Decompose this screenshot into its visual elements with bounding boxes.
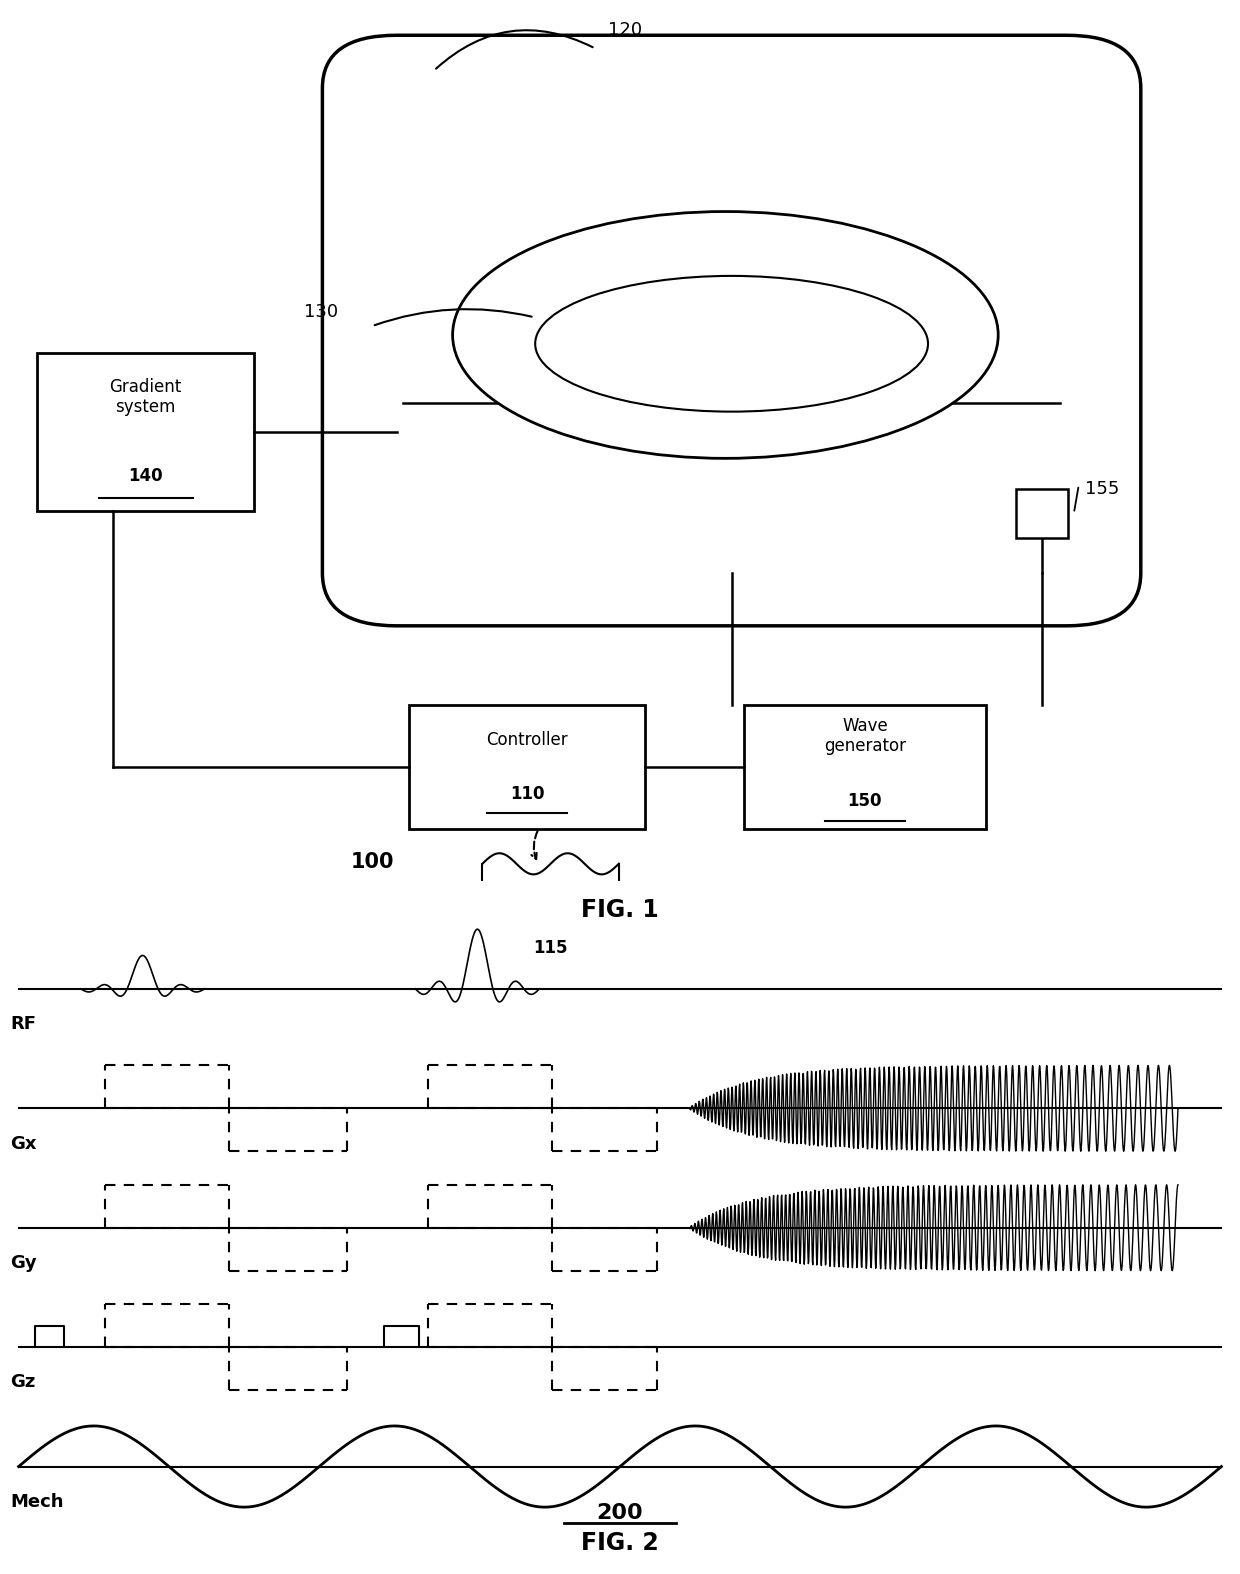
Text: 130: 130 [304, 304, 339, 321]
Text: Mech: Mech [10, 1492, 63, 1511]
Ellipse shape [536, 275, 928, 412]
Bar [1016, 490, 1068, 538]
Text: FIG. 1: FIG. 1 [582, 897, 658, 922]
Text: Wave
generator: Wave generator [823, 716, 906, 756]
Bar [37, 353, 254, 512]
Bar [744, 705, 986, 828]
FancyBboxPatch shape [322, 35, 1141, 626]
Text: Gradient
system: Gradient system [109, 378, 182, 417]
Text: Controller: Controller [486, 730, 568, 749]
Text: 100: 100 [350, 852, 394, 872]
Text: Gx: Gx [10, 1135, 36, 1152]
Text: RF: RF [10, 1015, 36, 1033]
Text: 140: 140 [129, 467, 162, 485]
Text: 150: 150 [848, 792, 882, 811]
Text: FIG. 2: FIG. 2 [582, 1532, 658, 1555]
Text: Gy: Gy [10, 1254, 36, 1272]
Bar [409, 705, 645, 828]
Ellipse shape [453, 211, 998, 458]
Text: 115: 115 [533, 940, 568, 957]
Text: 200: 200 [596, 1503, 644, 1524]
Text: 110: 110 [510, 785, 544, 803]
Text: 155: 155 [1085, 480, 1120, 497]
Text: Gz: Gz [10, 1374, 35, 1391]
Text: 120: 120 [608, 22, 642, 39]
